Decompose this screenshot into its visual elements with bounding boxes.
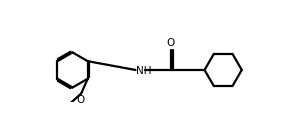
Text: NH: NH <box>136 65 151 75</box>
Text: O: O <box>166 38 175 48</box>
Text: O: O <box>76 95 85 105</box>
